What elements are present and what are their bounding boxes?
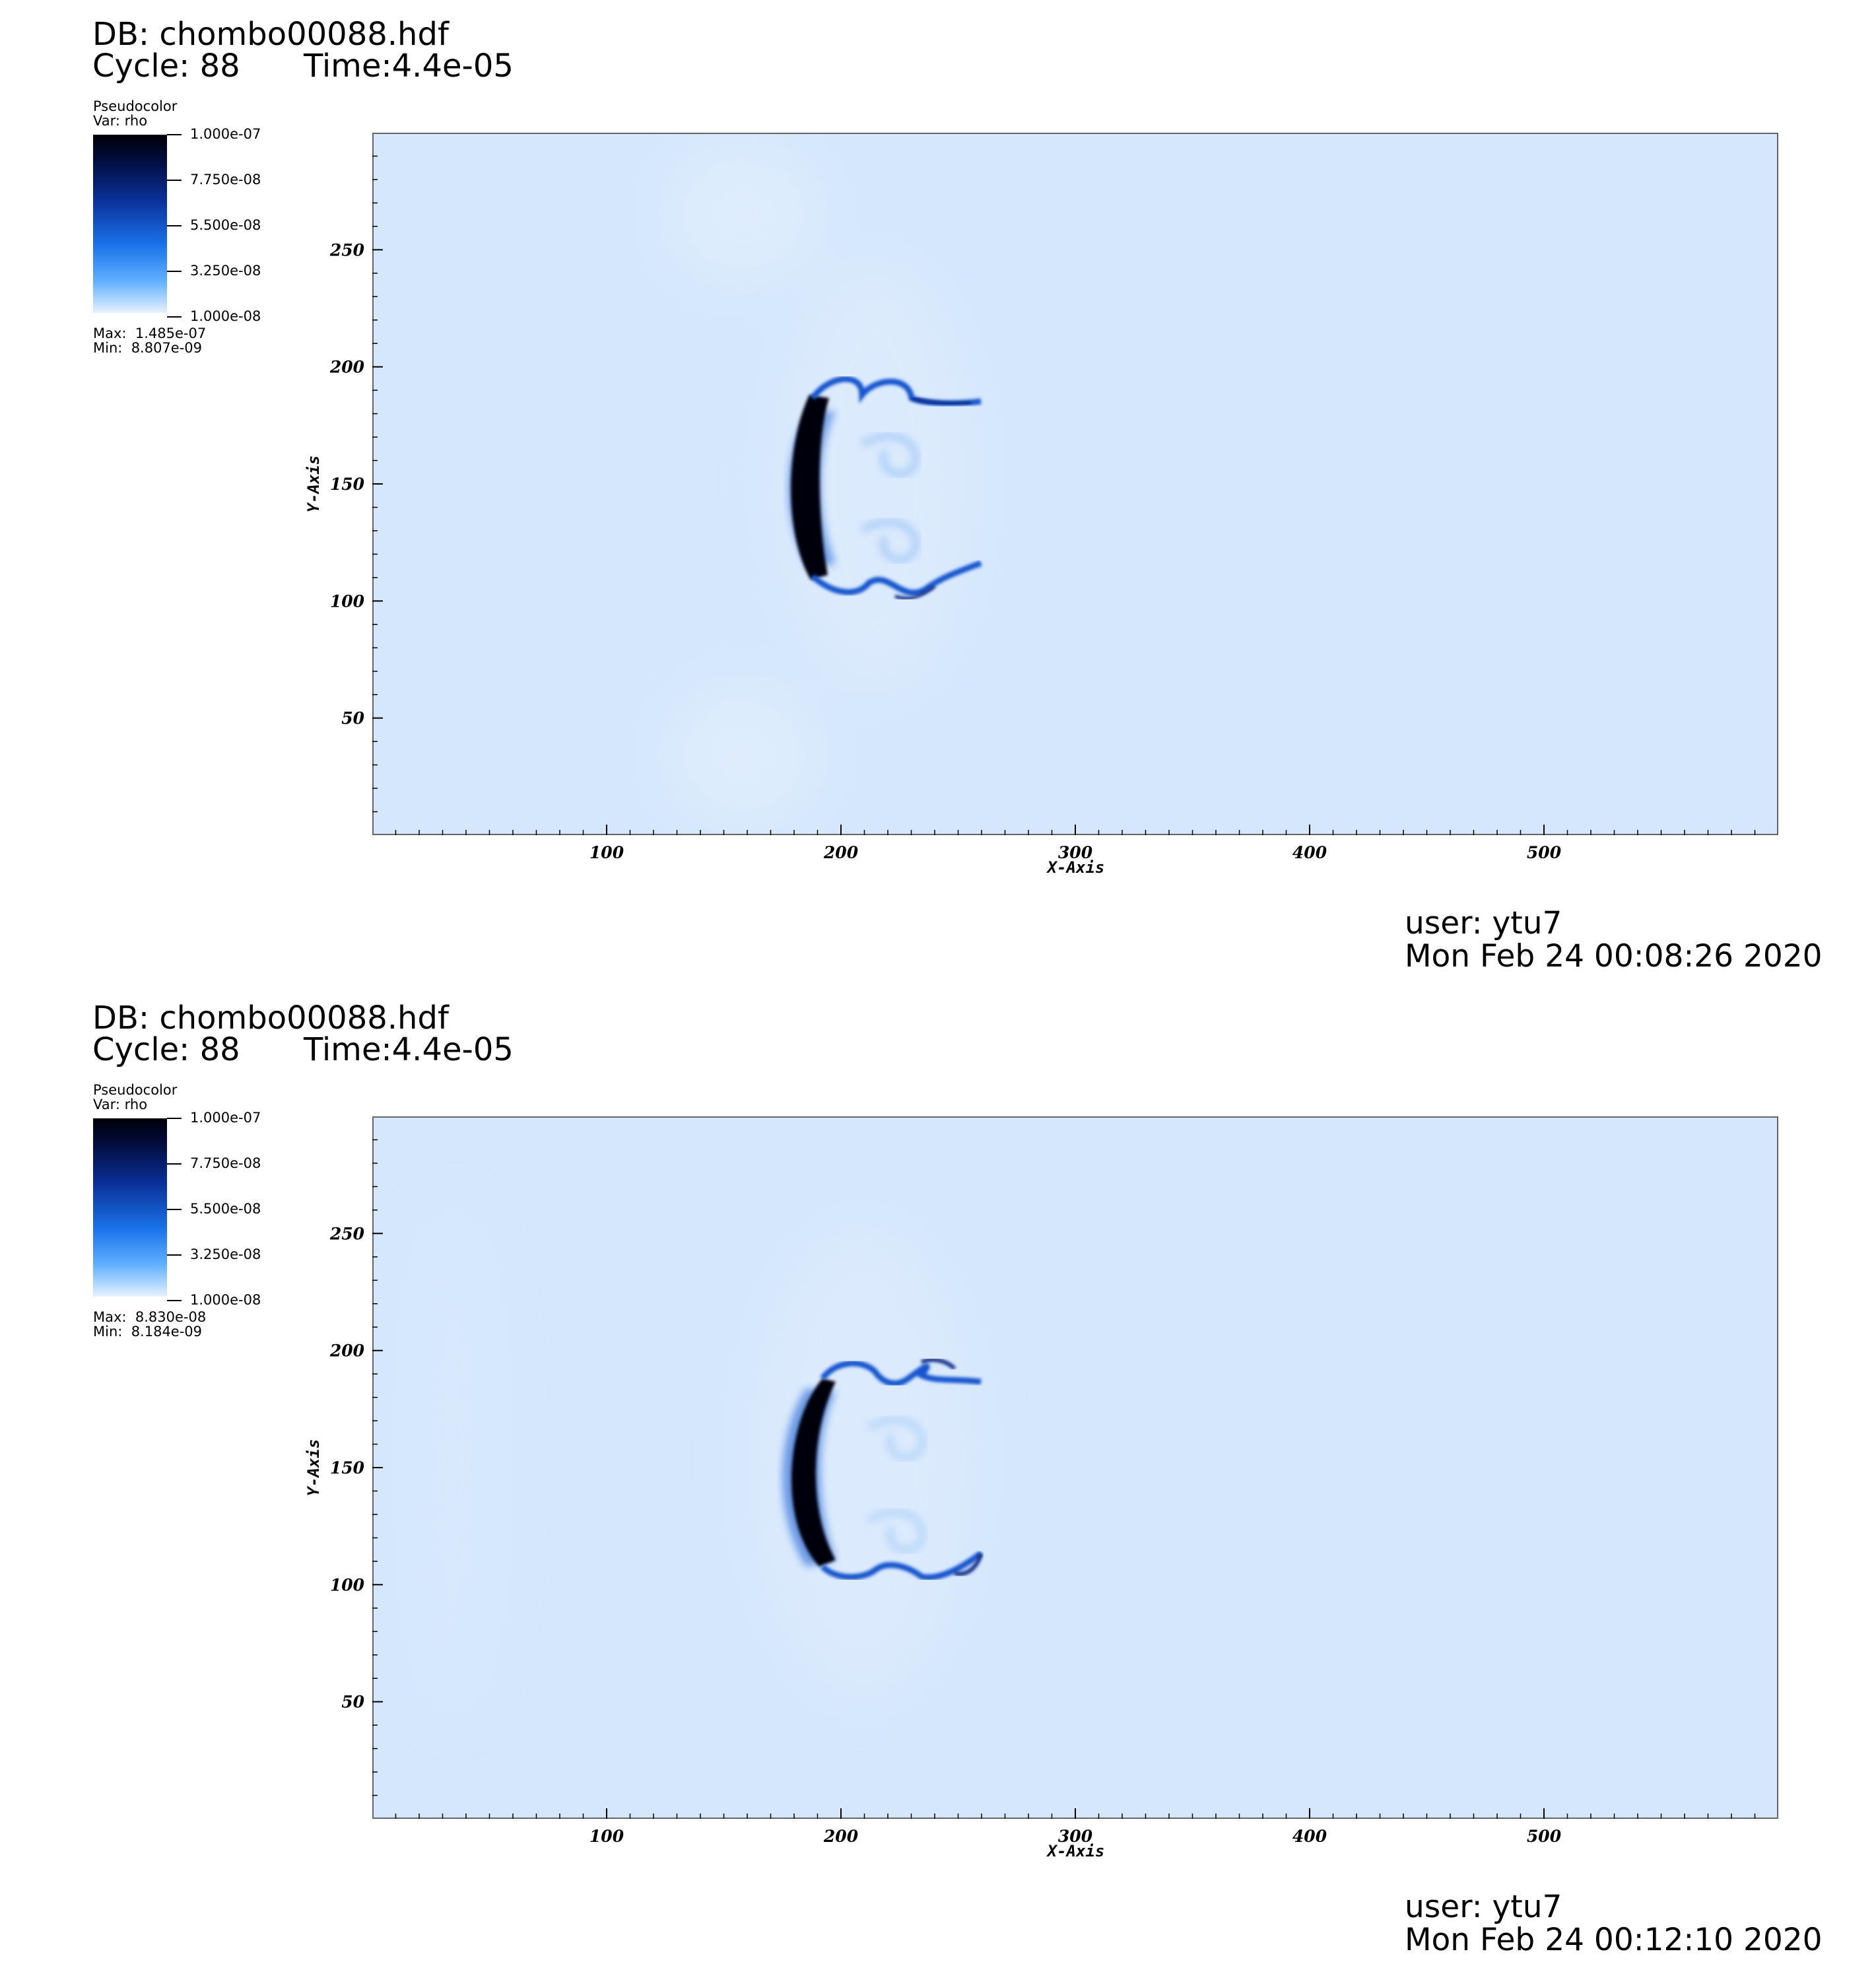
x-tick-label: 300: [1058, 843, 1093, 862]
colorbar-tick-label: 1.000e-07: [190, 126, 261, 142]
time-label: Time:4.4e-05: [304, 48, 514, 85]
colorbar-tick-label: 7.750e-08: [190, 172, 261, 187]
density-structure: [782, 1357, 983, 1580]
axis-ticks: 100 200 300 400 500 50 100 150 200 250: [329, 155, 1756, 862]
plot-area: [372, 133, 1778, 835]
x-tick-label: 500: [1527, 843, 1562, 862]
colorbar-tick: [167, 271, 182, 272]
legend-title: Pseudocolor: [93, 98, 178, 114]
colorbar-tick-label: 5.500e-08: [190, 217, 261, 233]
colorbar-tick-label: 3.250e-08: [190, 1246, 261, 1262]
colorbar-tick: [167, 1254, 182, 1256]
user-label: user: ytu7: [1405, 1889, 1562, 1925]
axes-overlay: 100 200 300 400 500 50 100 150 200 250 X-Axis Y-A…: [304, 155, 1756, 877]
colorbar: [93, 135, 167, 313]
date-label: Mon Feb 24 00:08:26 2020: [1405, 938, 1823, 974]
y-tick-label: 250: [329, 1224, 365, 1243]
colorbar-tick-label: 3.250e-08: [190, 263, 261, 279]
y-axis-label: Y-Axis: [304, 1439, 323, 1497]
colorbar-tick-label: 1.000e-08: [190, 1292, 261, 1308]
x-tick-label: 100: [589, 1827, 624, 1846]
user-label: user: ytu7: [1405, 905, 1562, 941]
y-tick-label: 100: [330, 592, 365, 611]
colorbar-tick-label: 1.000e-08: [190, 308, 261, 324]
plot-panel-1: DB: chombo00088.hdf Cycle: 88 Time:4.4e-…: [0, 0, 1876, 984]
y-tick-label: 100: [330, 1575, 365, 1594]
colorbar-tick: [167, 1209, 182, 1210]
x-axis-label: X-Axis: [1046, 858, 1105, 877]
database-label: DB: chombo00088.hdf: [92, 16, 449, 53]
colorbar-tick-label: 1.000e-07: [190, 1110, 261, 1126]
time-label: Time:4.4e-05: [304, 1031, 514, 1068]
colorbar-tick-label: 7.750e-08: [190, 1155, 261, 1171]
colorbar-tick: [167, 316, 182, 318]
colorbar-tick: [167, 1300, 182, 1301]
legend-min: Min: 8.807e-09: [93, 340, 203, 356]
cycle-label: Cycle: 88: [92, 1031, 240, 1068]
x-tick-label: 300: [1058, 1827, 1093, 1846]
y-tick-label: 200: [329, 1342, 365, 1361]
y-tick-label: 250: [329, 240, 365, 259]
y-tick-label: 150: [330, 1458, 365, 1478]
legend-variable: Var: rho: [93, 113, 148, 129]
x-tick-label: 100: [589, 843, 624, 862]
y-tick-label: 150: [330, 475, 365, 494]
axes-overlay: 100 200 300 400 500 50 100 150 200 250 X-Axis Y-A…: [304, 1139, 1756, 1860]
cycle-label: Cycle: 88: [92, 48, 240, 85]
colorbar-tick: [167, 1118, 182, 1119]
legend-title: Pseudocolor: [93, 1082, 178, 1098]
legend-variable: Var: rho: [93, 1097, 148, 1112]
plot-panel-2: DB: chombo00088.hdf Cycle: 88 Time:4.4e-…: [0, 984, 1876, 1967]
legend-min: Min: 8.184e-09: [93, 1324, 203, 1340]
y-axis-label: Y-Axis: [304, 456, 323, 513]
density-field: [664, 141, 982, 827]
colorbar: [93, 1118, 167, 1297]
x-tick-label: 500: [1527, 1827, 1562, 1846]
density-structure: [788, 376, 982, 600]
date-label: Mon Feb 24 00:12:10 2020: [1405, 1922, 1823, 1958]
legend-max: Max: 1.485e-07: [93, 325, 207, 341]
density-field: [413, 1210, 983, 1712]
colorbar-tick: [167, 1163, 182, 1165]
y-tick-label: 50: [341, 709, 364, 728]
colorbar-tick: [167, 180, 182, 181]
x-tick-label: 400: [1292, 843, 1327, 862]
x-tick-label: 400: [1292, 1827, 1327, 1846]
colorbar-tick: [167, 225, 182, 226]
y-tick-label: 200: [329, 358, 365, 377]
x-tick-label: 200: [823, 843, 859, 862]
axis-ticks: 100 200 300 400 500 50 100 150 200 250: [329, 1139, 1756, 1846]
x-axis-label: X-Axis: [1046, 1842, 1105, 1860]
x-tick-label: 200: [823, 1827, 859, 1846]
colorbar-tick: [167, 134, 182, 135]
y-tick-label: 50: [341, 1693, 364, 1712]
colorbar-tick-label: 5.500e-08: [190, 1201, 261, 1217]
database-label: DB: chombo00088.hdf: [92, 1000, 449, 1036]
legend-max: Max: 8.830e-08: [93, 1309, 207, 1325]
